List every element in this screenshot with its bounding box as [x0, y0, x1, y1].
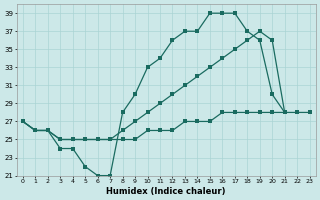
X-axis label: Humidex (Indice chaleur): Humidex (Indice chaleur): [107, 187, 226, 196]
